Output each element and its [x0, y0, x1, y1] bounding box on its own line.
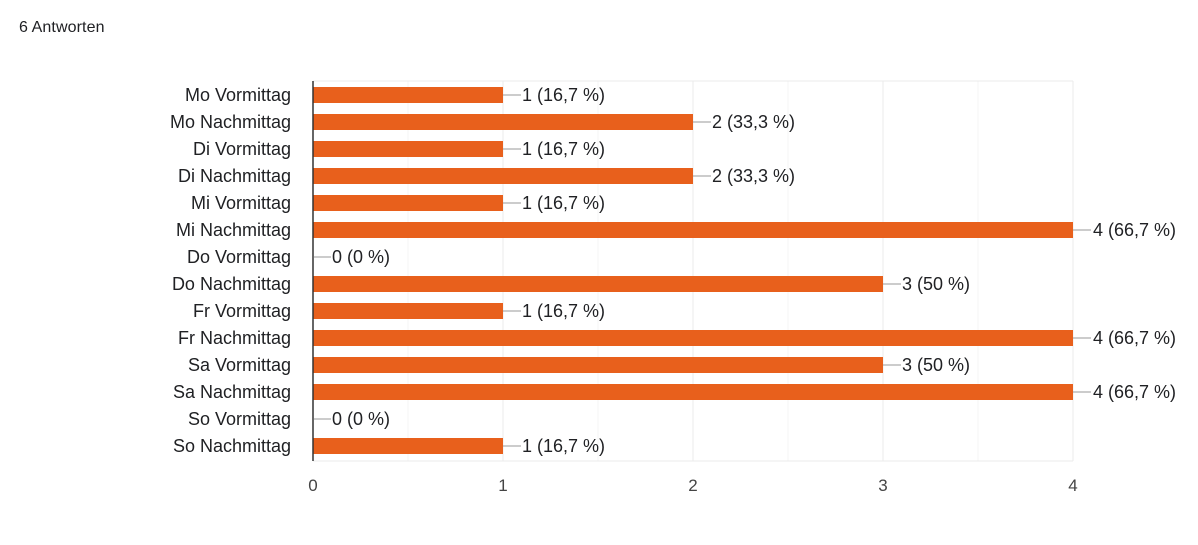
category-label: Mi Nachmittag [176, 220, 291, 240]
value-label: 1 (16,7 %) [522, 193, 605, 213]
value-label: 0 (0 %) [332, 247, 390, 267]
bar [313, 222, 1073, 238]
value-label: 4 (66,7 %) [1093, 220, 1176, 240]
value-label: 2 (33,3 %) [712, 112, 795, 132]
bar [313, 141, 503, 157]
bar [313, 303, 503, 319]
value-label: 0 (0 %) [332, 409, 390, 429]
x-tick-label: 4 [1068, 476, 1077, 495]
category-label: Do Nachmittag [172, 274, 291, 294]
grid-lines [313, 80, 1074, 462]
response-count: 6 Antworten [19, 19, 105, 36]
bars [313, 87, 1073, 454]
bar [313, 87, 503, 103]
bar [313, 168, 693, 184]
bar [313, 195, 503, 211]
bar [313, 330, 1073, 346]
value-label: 4 (66,7 %) [1093, 328, 1176, 348]
bar [313, 384, 1073, 400]
x-tick-label: 1 [498, 476, 507, 495]
category-label: Sa Nachmittag [173, 382, 291, 402]
category-label: Di Vormittag [193, 139, 291, 159]
category-label: Do Vormittag [187, 247, 291, 267]
value-label: 1 (16,7 %) [522, 301, 605, 321]
category-label: So Vormittag [188, 409, 291, 429]
labels: 0 1 2 3 4 Mo Vormittag 1 (16,7 %) Mo Nachmittag… [170, 85, 1176, 495]
bar [313, 114, 693, 130]
value-label: 1 (16,7 %) [522, 436, 605, 456]
category-label: So Nachmittag [173, 436, 291, 456]
bar [313, 438, 503, 454]
value-label: 1 (16,7 %) [522, 85, 605, 105]
category-label: Sa Vormittag [188, 355, 291, 375]
category-label: Mi Vormittag [191, 193, 291, 213]
x-tick-label: 0 [308, 476, 317, 495]
category-label: Mo Vormittag [185, 85, 291, 105]
category-label: Fr Nachmittag [178, 328, 291, 348]
category-label: Mo Nachmittag [170, 112, 291, 132]
x-tick-label: 3 [878, 476, 887, 495]
value-label: 3 (50 %) [902, 274, 970, 294]
x-tick-label: 2 [688, 476, 697, 495]
bar [313, 276, 883, 292]
value-label: 3 (50 %) [902, 355, 970, 375]
bar [313, 357, 883, 373]
value-label: 2 (33,3 %) [712, 166, 795, 186]
category-label: Fr Vormittag [193, 301, 291, 321]
category-label: Di Nachmittag [178, 166, 291, 186]
value-label: 4 (66,7 %) [1093, 382, 1176, 402]
value-label: 1 (16,7 %) [522, 139, 605, 159]
